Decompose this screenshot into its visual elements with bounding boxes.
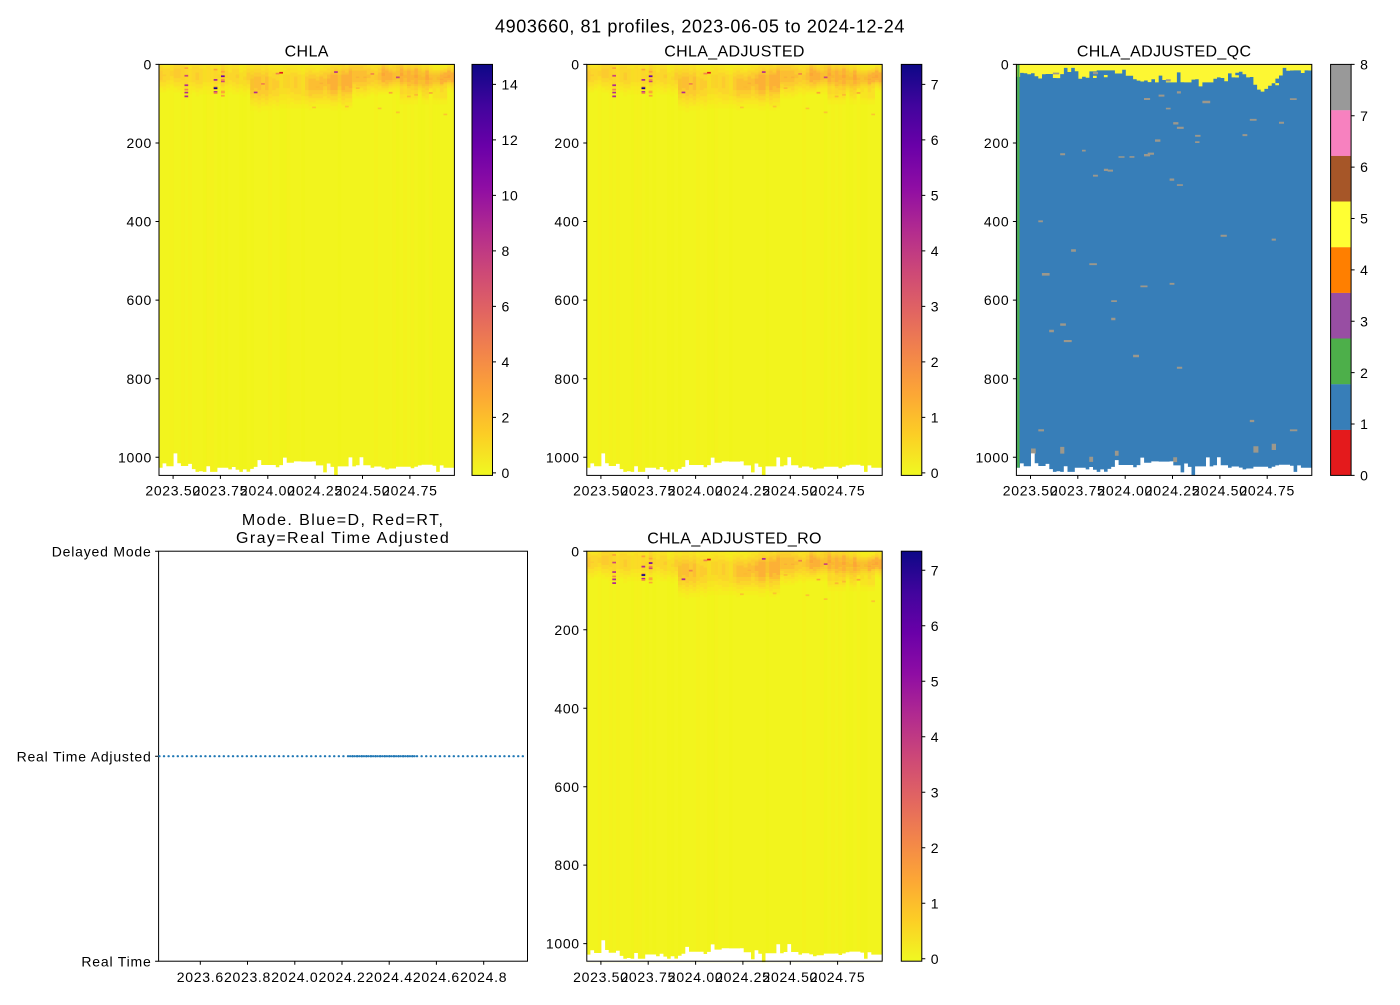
svg-text:2024.00: 2024.00	[668, 969, 724, 985]
svg-text:10: 10	[502, 188, 519, 204]
svg-text:12: 12	[502, 132, 519, 148]
svg-text:2023.75: 2023.75	[620, 483, 676, 499]
svg-text:200: 200	[554, 135, 579, 151]
svg-text:2023.50: 2023.50	[145, 483, 201, 499]
svg-text:4: 4	[1360, 262, 1369, 278]
svg-text:600: 600	[554, 779, 579, 795]
svg-text:0: 0	[144, 57, 153, 73]
svg-text:2024.00: 2024.00	[240, 483, 296, 499]
svg-text:1: 1	[1360, 416, 1369, 432]
svg-text:0: 0	[931, 465, 940, 481]
svg-text:400: 400	[554, 214, 579, 230]
svg-text:0: 0	[571, 543, 580, 559]
svg-text:4: 4	[502, 354, 511, 370]
svg-text:Delayed Mode: Delayed Mode	[52, 543, 152, 559]
svg-text:Gray=Real Time Adjusted: Gray=Real Time Adjusted	[236, 530, 450, 547]
svg-text:6: 6	[502, 299, 511, 315]
svg-text:7: 7	[1360, 108, 1369, 124]
svg-text:800: 800	[554, 371, 579, 387]
svg-text:8: 8	[1360, 57, 1369, 73]
svg-text:4: 4	[931, 729, 940, 745]
svg-text:Mode. Blue=D, Red=RT,: Mode. Blue=D, Red=RT,	[242, 512, 445, 529]
svg-text:0: 0	[1001, 57, 1010, 73]
svg-text:2: 2	[931, 840, 940, 856]
svg-text:0: 0	[1360, 468, 1369, 484]
svg-text:3: 3	[931, 299, 940, 315]
svg-text:800: 800	[554, 857, 579, 873]
svg-text:6: 6	[1360, 159, 1369, 175]
svg-text:14: 14	[502, 77, 519, 93]
svg-text:2024.4: 2024.4	[366, 969, 413, 985]
svg-text:2023.75: 2023.75	[620, 969, 676, 985]
svg-text:Real Time Adjusted: Real Time Adjusted	[17, 748, 152, 764]
svg-text:8: 8	[502, 243, 511, 259]
svg-text:3: 3	[1360, 313, 1369, 329]
svg-text:2024.8: 2024.8	[460, 969, 507, 985]
svg-text:2023.50: 2023.50	[573, 483, 629, 499]
svg-text:2024.25: 2024.25	[715, 483, 771, 499]
svg-text:2024.50: 2024.50	[335, 483, 391, 499]
svg-text:2024.50: 2024.50	[763, 483, 819, 499]
svg-text:200: 200	[127, 135, 152, 151]
svg-text:600: 600	[554, 292, 579, 308]
svg-text:2024.50: 2024.50	[763, 969, 819, 985]
svg-text:1000: 1000	[118, 449, 152, 465]
svg-text:200: 200	[984, 135, 1009, 151]
svg-text:600: 600	[127, 292, 152, 308]
svg-text:Real Time: Real Time	[81, 953, 151, 969]
svg-text:2024.25: 2024.25	[715, 969, 771, 985]
svg-text:2023.75: 2023.75	[1050, 483, 1106, 499]
svg-text:CHLA_ADJUSTED: CHLA_ADJUSTED	[664, 44, 805, 61]
svg-text:0: 0	[502, 465, 511, 481]
svg-text:2: 2	[931, 354, 940, 370]
svg-text:0: 0	[931, 951, 940, 967]
svg-text:2024.50: 2024.50	[1192, 483, 1248, 499]
svg-text:4: 4	[931, 243, 940, 259]
svg-text:0: 0	[571, 57, 580, 73]
svg-text:2024.75: 2024.75	[1239, 483, 1295, 499]
svg-text:2023.6: 2023.6	[177, 969, 224, 985]
svg-text:2024.25: 2024.25	[1145, 483, 1201, 499]
svg-text:4903660, 81 profiles, 2023-06-: 4903660, 81 profiles, 2023-06-05 to 2024…	[495, 17, 905, 37]
svg-text:CHLA: CHLA	[285, 44, 329, 61]
svg-text:2024.75: 2024.75	[810, 969, 866, 985]
svg-text:2024.2: 2024.2	[318, 969, 365, 985]
svg-text:2024.75: 2024.75	[810, 483, 866, 499]
svg-text:2023.50: 2023.50	[573, 969, 629, 985]
svg-text:2024.00: 2024.00	[1097, 483, 1153, 499]
svg-text:CHLA_ADJUSTED_RO: CHLA_ADJUSTED_RO	[647, 530, 822, 547]
svg-text:2024.0: 2024.0	[271, 969, 318, 985]
svg-text:6: 6	[931, 618, 940, 634]
svg-text:7: 7	[931, 562, 940, 578]
svg-text:2: 2	[1360, 365, 1369, 381]
svg-text:1000: 1000	[975, 449, 1009, 465]
svg-text:1: 1	[931, 410, 940, 426]
svg-text:5: 5	[931, 673, 940, 689]
svg-text:5: 5	[1360, 211, 1369, 227]
svg-text:1000: 1000	[546, 449, 580, 465]
svg-text:800: 800	[984, 371, 1009, 387]
svg-text:2023.50: 2023.50	[1003, 483, 1059, 499]
svg-text:5: 5	[931, 188, 940, 204]
svg-text:CHLA_ADJUSTED_QC: CHLA_ADJUSTED_QC	[1077, 44, 1252, 61]
svg-text:2023.8: 2023.8	[224, 969, 271, 985]
svg-text:400: 400	[984, 214, 1009, 230]
svg-text:7: 7	[931, 77, 940, 93]
svg-text:6: 6	[931, 132, 940, 148]
svg-text:2024.00: 2024.00	[668, 483, 724, 499]
svg-text:200: 200	[554, 622, 579, 638]
svg-text:400: 400	[127, 214, 152, 230]
svg-text:3: 3	[931, 784, 940, 800]
svg-text:1: 1	[931, 895, 940, 911]
svg-text:2024.6: 2024.6	[413, 969, 460, 985]
svg-text:2: 2	[502, 410, 511, 426]
svg-text:2024.25: 2024.25	[287, 483, 343, 499]
svg-text:800: 800	[127, 371, 152, 387]
svg-text:1000: 1000	[546, 936, 580, 952]
svg-text:2023.75: 2023.75	[193, 483, 249, 499]
svg-text:2024.75: 2024.75	[382, 483, 438, 499]
svg-text:400: 400	[554, 700, 579, 716]
svg-text:600: 600	[984, 292, 1009, 308]
